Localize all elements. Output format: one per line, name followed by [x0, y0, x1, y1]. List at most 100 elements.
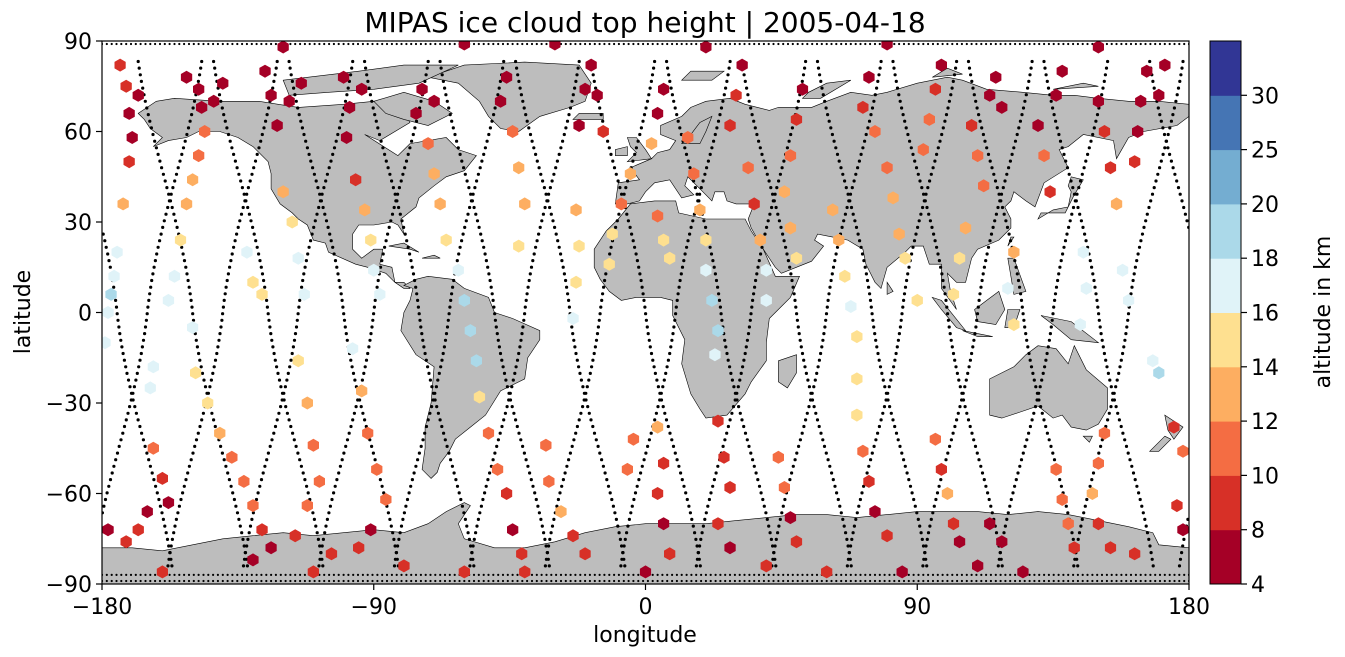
no-cloud-point — [802, 358, 806, 362]
no-cloud-point — [287, 59, 291, 64]
no-cloud-point — [332, 146, 337, 150]
colorbar-band — [1210, 312, 1241, 368]
no-cloud-point — [871, 318, 875, 322]
no-cloud-point — [347, 42, 350, 46]
cloud-point — [507, 523, 519, 537]
no-cloud-point — [819, 351, 823, 356]
no-cloud-point — [389, 219, 393, 223]
no-cloud-point — [401, 172, 405, 176]
cloud-point — [168, 269, 181, 283]
no-cloud-point — [140, 431, 144, 435]
no-cloud-point — [694, 564, 699, 568]
no-cloud-point — [852, 524, 857, 528]
no-cloud-point — [300, 285, 304, 289]
cloud-point — [374, 287, 386, 301]
no-cloud-point — [746, 93, 750, 97]
no-cloud-point — [1004, 573, 1007, 577]
no-cloud-point — [529, 478, 533, 482]
no-cloud-point — [545, 579, 548, 583]
no-cloud-point — [1090, 478, 1094, 482]
no-cloud-point — [332, 252, 336, 256]
no-cloud-point — [501, 66, 505, 70]
no-cloud-point — [544, 544, 548, 548]
no-cloud-point — [1137, 245, 1142, 249]
no-cloud-point — [619, 564, 623, 568]
no-cloud-point — [955, 59, 959, 64]
no-cloud-point — [649, 431, 653, 435]
no-cloud-point — [260, 132, 264, 137]
no-cloud-point — [709, 252, 714, 256]
no-cloud-point — [680, 573, 683, 577]
no-cloud-point — [306, 252, 310, 256]
no-cloud-point — [268, 444, 272, 448]
no-cloud-point — [421, 338, 425, 342]
no-cloud-point — [129, 573, 133, 577]
no-cloud-point — [1015, 132, 1019, 137]
no-cloud-point — [325, 517, 329, 522]
no-cloud-point — [150, 278, 154, 283]
no-cloud-point — [1023, 99, 1027, 103]
no-cloud-point — [796, 42, 799, 46]
no-cloud-point — [963, 405, 967, 409]
colorbar-band — [1210, 475, 1241, 531]
cloud-point — [1116, 263, 1129, 277]
no-cloud-point — [986, 152, 991, 156]
no-cloud-point — [1053, 298, 1057, 302]
no-cloud-point — [368, 438, 372, 442]
cloud-point — [778, 185, 790, 199]
no-cloud-point — [539, 172, 543, 176]
no-cloud-point — [1076, 579, 1079, 583]
no-cloud-point — [497, 42, 500, 46]
no-cloud-point — [909, 146, 913, 150]
no-cloud-point — [655, 378, 659, 382]
no-cloud-point — [274, 579, 277, 583]
no-cloud-point — [245, 544, 249, 548]
no-cloud-point — [217, 338, 221, 342]
cloud-point — [682, 131, 694, 144]
no-cloud-point — [925, 537, 929, 542]
no-cloud-point — [600, 298, 604, 302]
no-cloud-point — [752, 292, 756, 296]
no-cloud-point — [1149, 199, 1153, 203]
no-cloud-point — [876, 351, 880, 356]
no-cloud-point — [763, 166, 768, 170]
no-cloud-point — [501, 365, 505, 369]
no-cloud-point — [295, 318, 299, 322]
no-cloud-point — [951, 573, 954, 577]
no-cloud-point — [287, 418, 291, 422]
no-cloud-point — [695, 192, 699, 196]
x-tick-label: 90 — [903, 595, 931, 620]
no-cloud-point — [1019, 292, 1023, 296]
no-cloud-point — [924, 192, 928, 196]
no-cloud-point — [400, 579, 403, 583]
no-cloud-point — [862, 484, 866, 488]
no-cloud-point — [1110, 573, 1113, 577]
no-cloud-point — [975, 579, 978, 583]
no-cloud-point — [563, 471, 567, 475]
no-cloud-point — [245, 579, 248, 583]
no-cloud-point — [1067, 225, 1071, 229]
no-cloud-point — [921, 205, 925, 210]
cloud-point — [651, 420, 664, 434]
no-cloud-point — [143, 99, 147, 103]
no-cloud-point — [389, 524, 393, 528]
no-cloud-point — [1131, 278, 1135, 283]
no-cloud-point — [791, 464, 795, 468]
no-cloud-point — [989, 573, 993, 577]
no-cloud-point — [1082, 166, 1086, 170]
no-cloud-point — [724, 573, 727, 577]
no-cloud-point — [252, 232, 256, 236]
cloud-point — [790, 112, 803, 126]
no-cloud-point — [646, 42, 650, 46]
no-cloud-point — [1182, 205, 1186, 210]
no-cloud-point — [328, 579, 331, 583]
no-cloud-point — [156, 245, 160, 249]
no-cloud-point — [706, 159, 711, 163]
no-cloud-point — [362, 371, 366, 375]
no-cloud-point — [110, 579, 113, 583]
no-cloud-point — [386, 511, 390, 515]
no-cloud-point — [739, 371, 743, 375]
no-cloud-point — [212, 42, 215, 46]
no-cloud-point — [404, 159, 409, 163]
no-cloud-point — [376, 126, 380, 130]
